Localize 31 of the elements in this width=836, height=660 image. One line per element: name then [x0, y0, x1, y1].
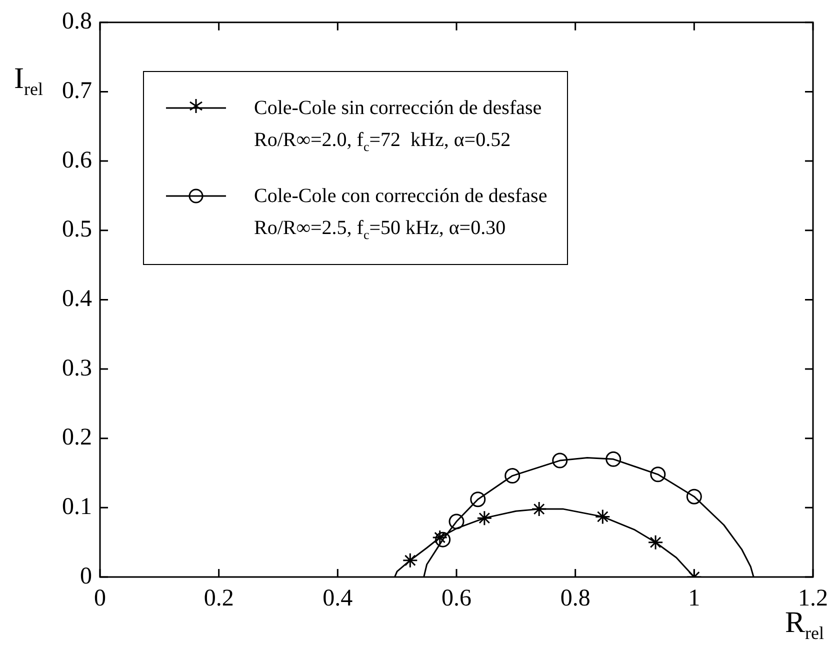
y-tick-label: 0.1	[62, 494, 92, 520]
legend-label: Cole-Cole con corrección de desfase Ro/R∞=2.5, f$_{c}$=50 kHz, α=0.30	[254, 184, 548, 244]
point	[476, 510, 492, 526]
point	[648, 534, 664, 550]
y-tick-label: 0.5	[62, 216, 92, 243]
x-tick-label: 0.6	[442, 586, 472, 612]
y-tick-label: 0.8	[62, 8, 92, 35]
point	[650, 466, 666, 482]
y-tick-label: 0.3	[62, 355, 92, 382]
point	[402, 552, 418, 568]
point	[686, 488, 702, 504]
y-tick-label: 0.4	[62, 286, 92, 312]
point	[594, 508, 610, 524]
y-tick-label: 0.6	[62, 147, 92, 174]
point	[432, 530, 448, 546]
x-tick-label: 0.2	[204, 586, 234, 612]
x-tick-label: 1	[688, 586, 700, 612]
legend-label: Cole-Cole sin corrección de desfase Ro/R∞=2.0, f$_{c}$=72 kHz, α=0.52	[254, 96, 542, 156]
x-tick-label: 0.8	[560, 586, 590, 612]
y-tick-label: 0.2	[62, 424, 92, 451]
y-axis-title: I$_{rel}$	[14, 62, 43, 100]
point	[435, 532, 451, 548]
y-tick-label: 0.7	[62, 78, 92, 104]
x-tick-label: 0.4	[322, 586, 353, 612]
y-tick-label: 0	[80, 563, 92, 590]
point	[531, 501, 547, 517]
point	[470, 492, 486, 508]
point	[606, 451, 622, 467]
point	[504, 468, 520, 484]
point	[552, 452, 568, 468]
point	[448, 514, 464, 530]
